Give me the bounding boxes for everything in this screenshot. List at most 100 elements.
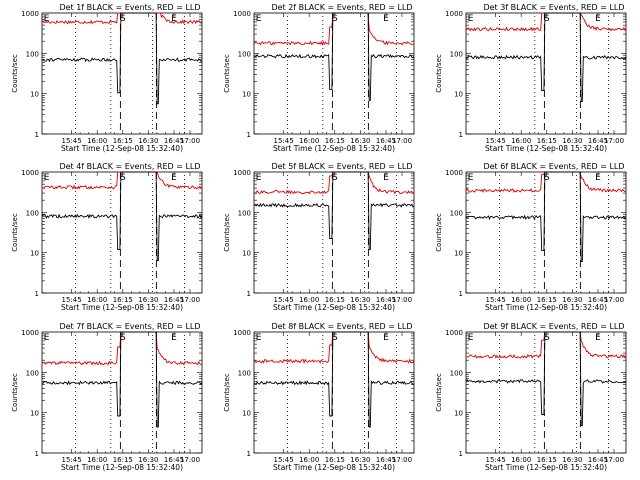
marker-s: S	[120, 173, 126, 183]
y-axis-label: Counts/sec	[11, 54, 19, 93]
x-tick-label: 15:45	[486, 296, 506, 304]
x-tick-label: 16:45	[164, 137, 184, 145]
x-tick-label: 17:00	[180, 296, 200, 304]
x-tick-label: 16:30	[350, 137, 370, 145]
marker-s: S	[544, 173, 550, 183]
y-tick-label: 100	[238, 369, 251, 377]
panel-title: Det 5f BLACK = Events, RED = LLD	[271, 162, 412, 171]
plot-frame	[253, 331, 415, 454]
chart-panel: Det 1f BLACK = Events, RED = LLD 1 10 100 10…	[11, 3, 203, 153]
x-tick-label: 16:45	[588, 296, 608, 304]
x-tick-label: 15:45	[62, 296, 82, 304]
y-tick-label: 1	[247, 290, 251, 298]
marker-e-right: E	[383, 173, 389, 183]
x-axis-label: Start Time (12-Sep-08 15:32:40)	[61, 463, 183, 472]
x-tick-label: 16:00	[511, 296, 531, 304]
plot-frame	[41, 171, 203, 294]
x-tick-label: 16:30	[350, 296, 370, 304]
series-events-line	[465, 171, 627, 263]
marker-s: S	[120, 14, 126, 24]
plot-frame	[41, 331, 203, 454]
x-tick-label: 16:00	[299, 137, 319, 145]
chart-panel: Det 4f BLACK = Events, RED = LLD 1 10 100 10…	[11, 162, 203, 312]
y-axis-label: Counts/sec	[223, 373, 231, 412]
marker-e-left: E	[468, 14, 474, 24]
y-tick-label: 1000	[445, 169, 463, 177]
x-axis-label: Start Time (12-Sep-08 15:32:40)	[61, 303, 183, 312]
plot-frame	[41, 12, 203, 135]
marker-e-left: E	[44, 173, 50, 183]
y-tick-label: 1000	[233, 10, 251, 18]
x-tick-label: 16:45	[588, 456, 608, 464]
x-tick-label: 17:00	[604, 137, 624, 145]
panel-title: Det 2f BLACK = Events, RED = LLD	[271, 3, 412, 12]
marker-e-left: E	[44, 14, 50, 24]
x-tick-label: 16:30	[562, 137, 582, 145]
x-tick-label: 17:00	[604, 296, 624, 304]
series-events-line	[41, 12, 203, 105]
series-events-line	[465, 12, 627, 102]
panel-title: Det 4f BLACK = Events, RED = LLD	[59, 162, 200, 171]
x-tick-label: 16:45	[376, 296, 396, 304]
x-tick-label: 16:30	[350, 456, 370, 464]
x-axis-label: Start Time (12-Sep-08 15:32:40)	[61, 144, 183, 153]
marker-e-right: E	[171, 333, 177, 343]
y-tick-label: 1000	[21, 169, 39, 177]
x-tick-label: 16:00	[511, 137, 531, 145]
marker-e-left: E	[468, 333, 474, 343]
y-tick-label: 100	[450, 369, 463, 377]
y-tick-label: 1000	[21, 329, 39, 337]
x-tick-label: 15:45	[486, 137, 506, 145]
x-tick-label: 16:15	[325, 296, 345, 304]
x-tick-label: 16:30	[138, 456, 158, 464]
x-tick-label: 16:30	[562, 296, 582, 304]
plot-frame	[253, 12, 415, 135]
y-tick-label: 10	[454, 91, 463, 99]
series-events-line	[253, 12, 415, 101]
series-events-line	[41, 171, 203, 261]
x-tick-label: 15:45	[274, 137, 294, 145]
x-tick-label: 16:30	[138, 137, 158, 145]
x-tick-label: 15:45	[62, 137, 82, 145]
y-tick-label: 10	[30, 410, 39, 418]
plot-frame	[465, 331, 627, 454]
marker-s: S	[332, 173, 338, 183]
y-axis-label: Counts/sec	[11, 213, 19, 252]
series-events-line	[465, 331, 627, 426]
y-tick-label: 10	[242, 91, 251, 99]
chart-panel: Det 6f BLACK = Events, RED = LLD 1 10 100 10…	[435, 162, 627, 312]
chart-panel: Det 5f BLACK = Events, RED = LLD 1 10 100 10…	[223, 162, 415, 312]
y-tick-label: 1000	[233, 329, 251, 337]
marker-e-right: E	[383, 333, 389, 343]
y-tick-label: 10	[454, 410, 463, 418]
panel-title: Det 3f BLACK = Events, RED = LLD	[483, 3, 624, 12]
marker-e-left: E	[256, 333, 262, 343]
marker-e-right: E	[171, 173, 177, 183]
marker-e-right: E	[595, 333, 601, 343]
y-tick-label: 1	[35, 131, 39, 139]
marker-e-right: E	[595, 14, 601, 24]
x-tick-label: 17:00	[180, 137, 200, 145]
y-tick-label: 10	[454, 250, 463, 258]
x-tick-label: 16:00	[299, 456, 319, 464]
y-tick-label: 100	[26, 369, 39, 377]
x-tick-label: 17:00	[392, 137, 412, 145]
panel-title: Det 1f BLACK = Events, RED = LLD	[59, 3, 200, 12]
y-axis-label: Counts/sec	[223, 213, 231, 252]
x-tick-label: 16:00	[87, 137, 107, 145]
chart-panel: Det 3f BLACK = Events, RED = LLD 1 10 100 10…	[435, 3, 627, 153]
x-tick-label: 15:45	[62, 456, 82, 464]
x-tick-label: 16:45	[164, 296, 184, 304]
x-tick-label: 16:00	[87, 296, 107, 304]
series-events-line	[253, 171, 415, 250]
x-tick-label: 16:15	[537, 296, 557, 304]
x-tick-label: 16:45	[164, 456, 184, 464]
y-tick-label: 1000	[21, 10, 39, 18]
y-tick-label: 1	[35, 290, 39, 298]
panel-title: Det 8f BLACK = Events, RED = LLD	[271, 322, 412, 331]
y-tick-label: 100	[238, 50, 251, 58]
x-axis-label: Start Time (12-Sep-08 15:32:40)	[485, 144, 607, 153]
marker-e-left: E	[44, 333, 50, 343]
y-tick-label: 1000	[233, 169, 251, 177]
marker-s: S	[544, 333, 550, 343]
